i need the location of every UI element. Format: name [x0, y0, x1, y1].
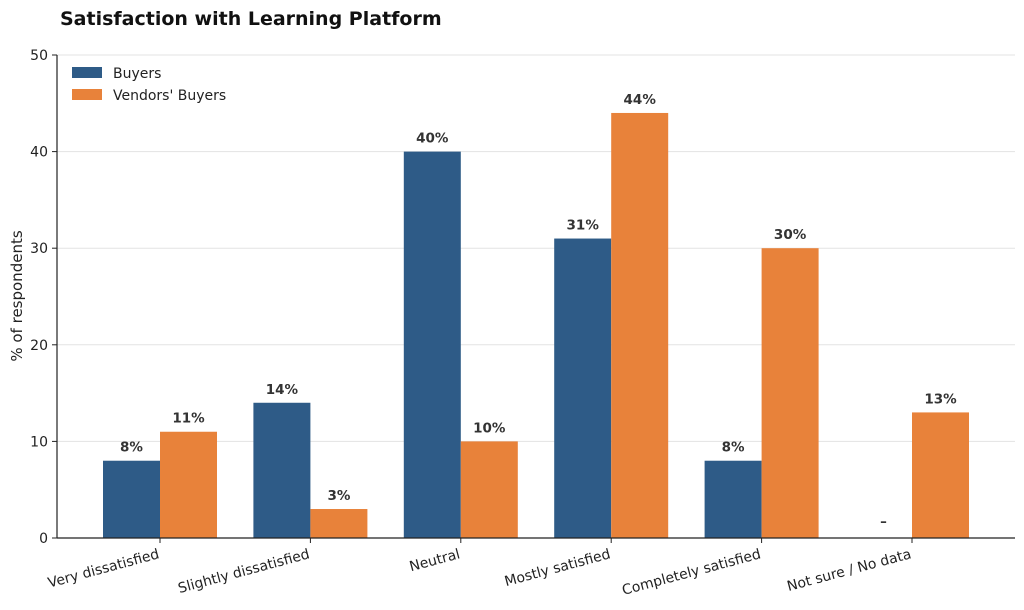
y-tick-label: 20	[30, 338, 48, 354]
data-label: 31%	[567, 218, 600, 234]
x-tick-label: Slightly dissatisfied	[176, 546, 311, 597]
y-tick-label: 50	[30, 48, 48, 64]
x-tick-label: Mostly satisfied	[503, 546, 612, 590]
data-labels: 8% 14% 40% 31% 8% – 11% 3% 10% 44% 30% 13%	[120, 92, 957, 530]
data-label: 13%	[924, 391, 957, 407]
bar	[103, 460, 160, 538]
data-label: 10%	[473, 420, 506, 436]
gridlines	[57, 54, 1015, 442]
data-label: 8%	[120, 440, 143, 456]
bar	[611, 112, 669, 539]
data-label: 40%	[416, 131, 449, 147]
x-tick-labels: Very dissatisfied Slightly dissatisfied Ne…	[46, 538, 913, 599]
bar	[460, 441, 518, 538]
x-tick-label: Neutral	[408, 546, 462, 575]
bar	[554, 238, 612, 539]
bar	[761, 248, 819, 538]
data-label: 3%	[327, 488, 350, 504]
data-label: 44%	[624, 92, 657, 108]
x-tick-label: Very dissatisfied	[46, 546, 161, 591]
y-tick-labels: 0 10 20 30 40 50	[30, 48, 57, 547]
x-tick-label: Completely satisfied	[620, 546, 762, 598]
bar	[253, 402, 311, 538]
legend-label: Vendors' Buyers	[113, 88, 226, 104]
y-tick-label: 40	[30, 145, 48, 161]
legend-label: Buyers	[113, 66, 161, 82]
y-tick-label: 0	[39, 531, 48, 547]
y-axis-label: % of respondents	[8, 230, 26, 361]
data-label: –	[880, 514, 887, 530]
bar	[403, 151, 461, 538]
axes	[56, 55, 1015, 539]
bar	[160, 431, 217, 538]
y-tick-label: 10	[30, 434, 48, 450]
bar	[912, 412, 969, 538]
bar	[704, 460, 762, 538]
data-label: 14%	[266, 382, 299, 398]
bars	[103, 112, 969, 539]
bar	[310, 509, 368, 538]
data-label: 11%	[172, 411, 205, 427]
x-tick-label: Not sure / No data	[785, 546, 913, 595]
legend-swatch	[72, 67, 102, 78]
y-tick-label: 30	[30, 241, 48, 257]
data-label: 8%	[722, 440, 745, 456]
chart-title: Satisfaction with Learning Platform	[60, 8, 442, 30]
legend-swatch	[72, 89, 102, 100]
legend: Buyers Vendors' Buyers	[72, 66, 226, 104]
data-label: 30%	[774, 227, 807, 243]
